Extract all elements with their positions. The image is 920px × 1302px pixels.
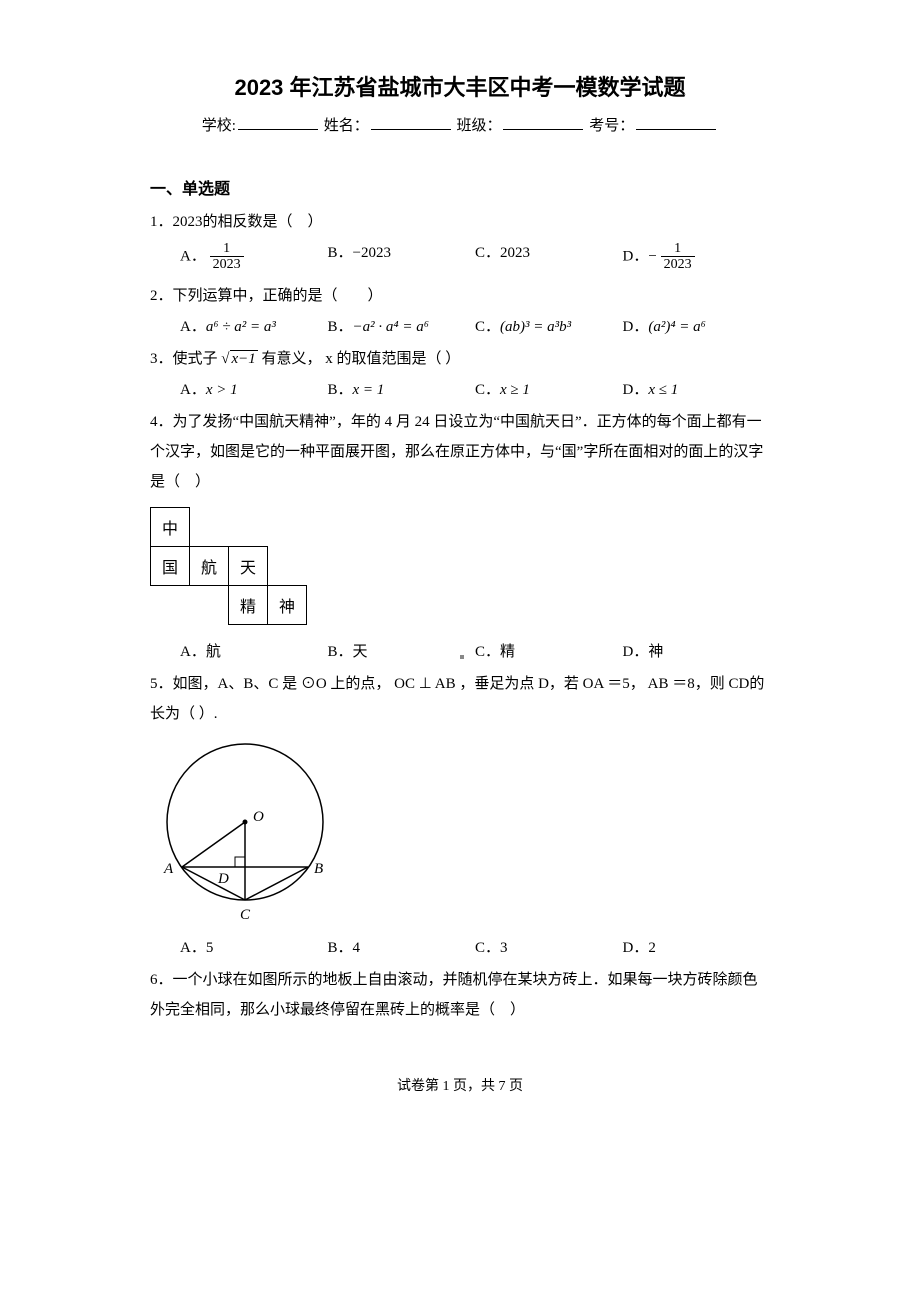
q2-opt-a: A．a⁶ ÷ a² = a³: [180, 315, 328, 336]
q2-a-math: a⁶ ÷ a² = a³: [206, 319, 276, 335]
q1-stem: 1．2023的相反数是（ ）: [150, 207, 770, 237]
q3-opt-c: C．x ≥ 1: [475, 378, 623, 399]
q3-a-label: A．: [180, 382, 206, 398]
q1-b-val: −2023: [353, 245, 391, 261]
q4-opt-d: D．神: [623, 640, 771, 661]
q5-opt-c: C．3: [475, 936, 623, 957]
q3-b-v: x = 1: [353, 382, 385, 398]
q2-a-label: A．: [180, 319, 206, 335]
exam-blank: [636, 129, 716, 130]
q2-options: A．a⁶ ÷ a² = a³ B．−a² · a⁴ = a⁶ C．(ab)³ =…: [150, 315, 770, 336]
name-blank: [371, 129, 451, 130]
q3-opt-a: A．x > 1: [180, 378, 328, 399]
section-heading: 一、单选题: [150, 175, 770, 199]
svg-text:A: A: [163, 861, 174, 877]
q2-stem: 2．下列运算中，正确的是（ ）: [150, 281, 770, 311]
sqrt-icon: √: [221, 351, 229, 367]
page-footer: 试卷第 1 页，共 7 页: [150, 1075, 770, 1095]
q3-d-v: x ≤ 1: [648, 382, 678, 398]
svg-text:D: D: [217, 871, 229, 887]
q4-stem: 4．为了发扬“中国航天精神”，年的 4 月 24 日设立为“中国航天日”．正方体…: [150, 407, 770, 497]
q1-d-frac: 12023: [661, 241, 695, 273]
q3-opt-b: B．x = 1: [328, 378, 476, 399]
info-line: 学校: 姓名： 班级： 考号：: [150, 114, 770, 135]
q3-stem: 3．使式子 √x−1 有意义， x 的取值范围是（ ）: [150, 344, 770, 374]
q2-d-label: D．: [623, 319, 649, 335]
q2-opt-d: D．(a²)⁴ = a⁶: [623, 315, 771, 336]
q1-b-label: B．: [328, 245, 353, 261]
q1-d-num: 1: [661, 241, 695, 257]
q1-d-label: D．: [623, 248, 649, 264]
q5-options: A．5 B．4 C．3 D．2: [150, 936, 770, 957]
q2-opt-b: B．−a² · a⁴ = a⁶: [328, 315, 476, 336]
q3-rad: x−1: [230, 350, 258, 367]
cube-cell: 精: [229, 585, 268, 624]
q1-a-frac: 12023: [210, 241, 244, 273]
svg-text:C: C: [240, 907, 251, 923]
q2-b-math: −a² · a⁴ = a⁶: [353, 319, 429, 335]
svg-text:O: O: [253, 809, 264, 825]
q1-d-den: 2023: [661, 257, 695, 272]
q2-opt-c: C．(ab)³ = a³b³: [475, 315, 623, 336]
q5-opt-b: B．4: [328, 936, 476, 957]
q6-stem: 6．一个小球在如图所示的地板上自由滚动，并随机停在某块方砖上．如果每一块方砖除颜…: [150, 965, 770, 1025]
circle-diagram: O A B C D: [150, 737, 770, 932]
q5-opt-a: A．5: [180, 936, 328, 957]
exam-label: 考号：: [589, 118, 634, 134]
cube-cell: 航: [190, 546, 229, 585]
q1-opt-d: D．− 12023: [623, 241, 771, 273]
name-label: 姓名：: [324, 118, 369, 134]
q2-c-label: C．: [475, 319, 500, 335]
q3-opt-d: D．x ≤ 1: [623, 378, 771, 399]
q1-opt-c: C．2023: [475, 241, 623, 273]
cube-cell: 神: [268, 585, 307, 624]
q2-d-math: (a²)⁴ = a⁶: [648, 319, 706, 335]
q1-c-label: C．: [475, 245, 500, 261]
q3-c-label: C．: [475, 382, 500, 398]
q2-c-math: (ab)³ = a³b³: [500, 319, 571, 335]
dot-icon: [460, 655, 464, 659]
q1-a-num: 1: [210, 241, 244, 257]
q3-sqrt: x−1: [230, 344, 258, 374]
class-blank: [503, 129, 583, 130]
q3-a-v: x > 1: [206, 382, 238, 398]
q4-opt-a: A．航: [180, 640, 328, 661]
q3-b-label: B．: [328, 382, 353, 398]
cube-net-diagram: 中 国 航 天 精 神: [150, 507, 770, 625]
q1-opt-b: B．−2023: [328, 241, 476, 273]
svg-text:B: B: [314, 861, 323, 877]
school-label: 学校:: [202, 118, 236, 134]
cube-cell: 国: [151, 546, 190, 585]
q1-opt-a: A． 12023: [180, 241, 328, 273]
q5-opt-d: D．2: [623, 936, 771, 957]
cube-cell: 天: [229, 546, 268, 585]
cube-cell: 中: [151, 507, 190, 546]
q1-a-den: 2023: [210, 257, 244, 272]
q1-d-prefix: −: [648, 248, 656, 264]
q3-pre: 3．使式子: [150, 351, 218, 367]
q3-options: A．x > 1 B．x = 1 C．x ≥ 1 D．x ≤ 1: [150, 378, 770, 399]
q3-d-label: D．: [623, 382, 649, 398]
q5-stem: 5．如图，A、B、C 是 ⊙O 上的点， OC ⊥ AB ，垂足为点 D，若 O…: [150, 669, 770, 729]
q1-a-label: A．: [180, 248, 206, 264]
q3-post: 有意义， x 的取值范围是（ ）: [262, 351, 461, 367]
q3-c-v: x ≥ 1: [500, 382, 530, 398]
q2-b-label: B．: [328, 319, 353, 335]
school-blank: [238, 129, 318, 130]
page-title: 2023 年江苏省盐城市大丰区中考一模数学试题: [150, 70, 770, 102]
q1-c-val: 2023: [500, 245, 530, 261]
q1-options: A． 12023 B．−2023 C．2023 D．− 12023: [150, 241, 770, 273]
q4-opt-b: B．天: [328, 640, 476, 661]
q4-opt-c: C．精: [475, 640, 623, 661]
class-label: 班级：: [456, 118, 501, 134]
